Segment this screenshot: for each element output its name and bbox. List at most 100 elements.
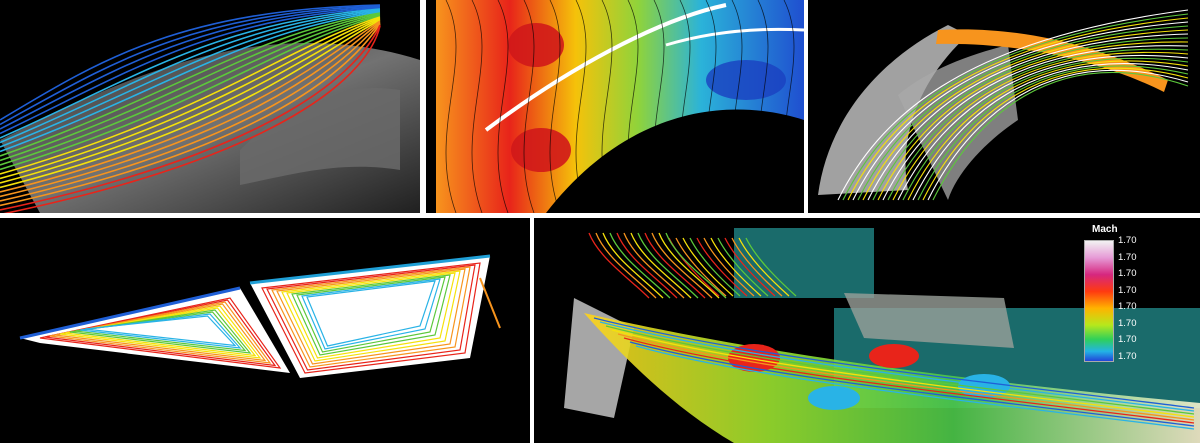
contour-line <box>296 276 446 353</box>
contour-line <box>286 272 456 359</box>
streamline <box>847 17 1189 201</box>
legend-label: 1.70 <box>1118 235 1137 246</box>
streamline <box>588 232 650 299</box>
contour-line <box>59 305 262 359</box>
legend-title: Mach <box>1092 224 1118 235</box>
streamline <box>675 237 727 297</box>
legend-color-bar <box>1084 240 1114 362</box>
legend-label: 1.70 <box>1118 301 1137 312</box>
streamline <box>658 232 720 299</box>
streamline <box>852 21 1189 201</box>
contour-line <box>497 0 509 213</box>
streamline <box>922 67 1189 201</box>
contour-line <box>471 0 483 213</box>
streamline <box>738 237 790 297</box>
contour-line <box>705 0 717 213</box>
streamline <box>857 25 1189 201</box>
streamline <box>611 329 1195 418</box>
contour-line <box>575 0 587 213</box>
streamline <box>0 4 381 121</box>
streamline <box>0 8 381 139</box>
streamline <box>0 5 381 126</box>
streamline <box>842 13 1189 201</box>
streamline <box>0 6 381 130</box>
streamline <box>3 25 381 213</box>
streamline <box>682 237 734 297</box>
streamline <box>0 23 381 207</box>
mach-legend: Mach 1.70 1.70 1.70 1.70 1.70 1.70 1.70 … <box>1084 224 1176 374</box>
streamline <box>637 232 699 299</box>
streamline <box>882 45 1189 201</box>
streamline <box>616 232 678 299</box>
contour-line <box>549 0 561 213</box>
streamline <box>731 237 783 297</box>
contour-line <box>276 268 466 365</box>
streamline <box>0 11 381 153</box>
contour-line <box>271 266 471 368</box>
contour-line <box>301 278 441 350</box>
streamline <box>703 237 755 297</box>
contour-line <box>261 262 481 374</box>
legend-label: 1.70 <box>1118 268 1137 279</box>
streamline <box>0 9 381 144</box>
streamline <box>862 29 1189 201</box>
streamline <box>837 9 1189 201</box>
contour-line <box>84 315 237 347</box>
streamline <box>710 237 762 297</box>
streamline <box>917 65 1189 201</box>
streamline <box>897 54 1189 201</box>
streamline <box>0 21 381 198</box>
contour-line <box>266 264 476 371</box>
contour-line <box>291 274 451 356</box>
streamline <box>644 232 706 299</box>
streamline <box>0 20 381 193</box>
contour-line <box>74 311 247 352</box>
stator-streamline-render <box>818 9 1189 201</box>
streamline <box>872 37 1189 201</box>
streamline <box>623 337 1195 424</box>
streamline <box>651 232 713 299</box>
contour-line <box>679 0 691 213</box>
wing-contour-render <box>19 254 501 378</box>
streamline <box>605 325 1195 415</box>
contour-line <box>757 0 769 213</box>
legend-label: 1.70 <box>1118 351 1137 362</box>
streamline <box>0 17 381 180</box>
streamline <box>902 57 1189 201</box>
streamline <box>609 232 671 299</box>
contour-line <box>39 297 282 369</box>
streamline <box>599 321 1195 412</box>
contour-line <box>69 309 252 354</box>
streamline <box>0 16 381 175</box>
contour-line <box>44 299 277 367</box>
streamline <box>593 317 1195 409</box>
streamline <box>0 15 381 171</box>
contour-line <box>281 270 461 362</box>
streamline <box>0 18 381 184</box>
legend-label: 1.70 <box>1118 318 1137 329</box>
streamline <box>635 345 1195 430</box>
streamline <box>602 232 664 299</box>
streamline <box>877 41 1189 201</box>
streamline <box>623 232 685 299</box>
streamline <box>932 71 1189 201</box>
streamline <box>0 22 381 202</box>
streamline <box>912 63 1189 201</box>
streamline <box>724 237 776 297</box>
legend-label: 1.70 <box>1118 334 1137 345</box>
legend-label: 1.70 <box>1118 252 1137 263</box>
streamline <box>0 7 381 135</box>
streamline <box>887 48 1189 201</box>
streamline <box>717 237 769 297</box>
contour-line <box>445 0 457 213</box>
streamline <box>665 232 727 299</box>
streamline <box>892 51 1189 201</box>
streamline <box>0 19 381 189</box>
blade-contour-render <box>436 0 804 213</box>
legend-label: 1.70 <box>1118 285 1137 296</box>
streamline <box>745 237 797 297</box>
streamline <box>0 13 381 162</box>
mach-turbine-panel: Mach 1.70 1.70 1.70 1.70 1.70 1.70 1.70 … <box>534 218 1200 443</box>
mach-turbine-render <box>564 228 1200 443</box>
contour-line <box>601 0 613 213</box>
